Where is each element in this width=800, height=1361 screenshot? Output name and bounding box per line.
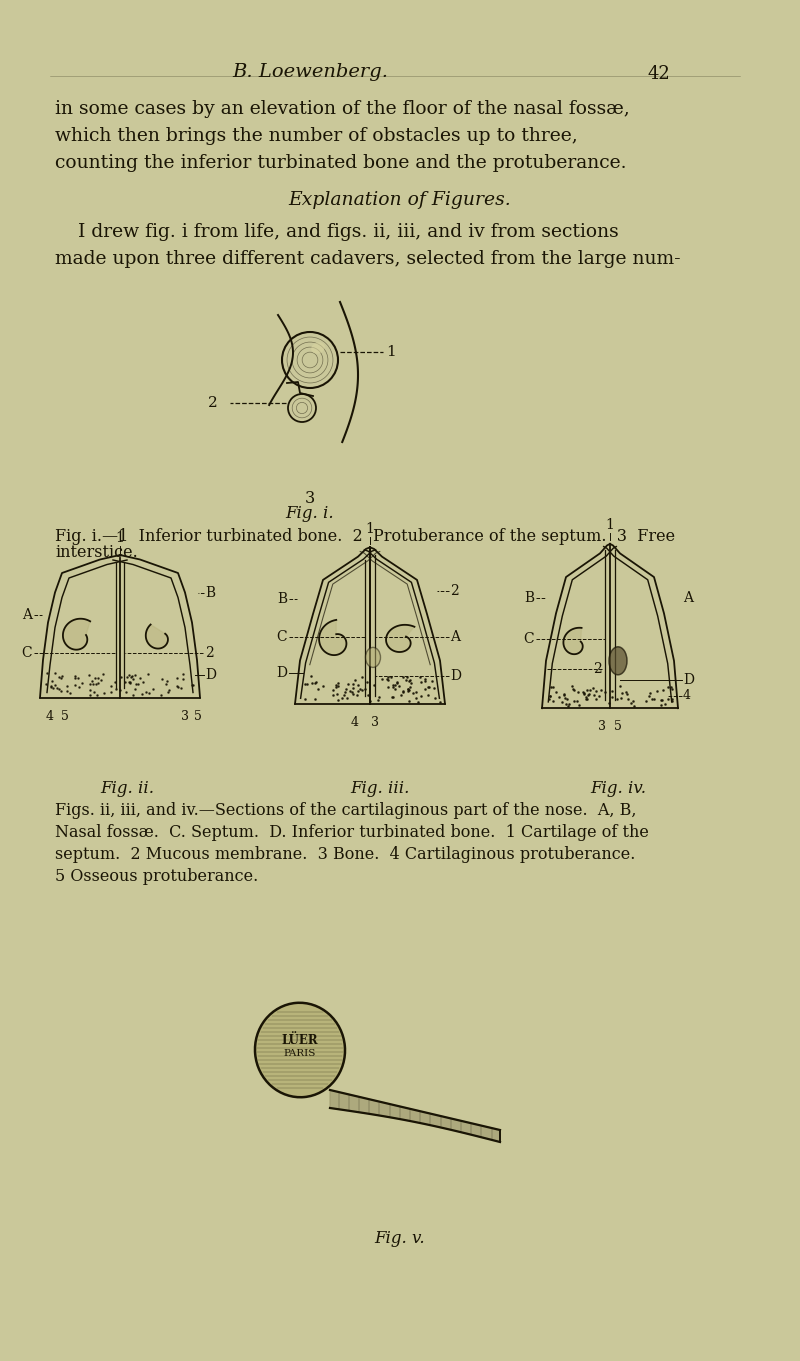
Text: 1: 1 <box>606 519 614 532</box>
Text: D: D <box>276 666 287 680</box>
Text: 5: 5 <box>614 720 622 734</box>
Text: in some cases by an elevation of the floor of the nasal fossæ,: in some cases by an elevation of the flo… <box>55 99 630 118</box>
Text: made upon three different cadavers, selected from the large num-: made upon three different cadavers, sele… <box>55 250 681 268</box>
Ellipse shape <box>255 1003 345 1097</box>
Text: 5: 5 <box>61 709 69 723</box>
Text: B. Loewenberg.: B. Loewenberg. <box>232 63 388 82</box>
Polygon shape <box>386 625 414 652</box>
Text: 4: 4 <box>351 716 359 729</box>
Text: D: D <box>450 670 461 683</box>
Ellipse shape <box>366 648 381 667</box>
Text: 4: 4 <box>683 689 691 702</box>
Text: which then brings the number of obstacles up to three,: which then brings the number of obstacle… <box>55 127 578 146</box>
Text: LÜER: LÜER <box>282 1033 318 1047</box>
Text: 3: 3 <box>371 716 379 729</box>
Text: septum.  2 Mucous membrane.  3 Bone.  4 Cartilaginous protuberance.: septum. 2 Mucous membrane. 3 Bone. 4 Car… <box>55 847 635 863</box>
Text: 4: 4 <box>46 709 54 723</box>
Text: Fig. i.—1  Inferior turbinated bone.  2  Protuberance of the septum.  3  Free: Fig. i.—1 Inferior turbinated bone. 2 Pr… <box>55 528 675 544</box>
Text: 2: 2 <box>205 645 214 660</box>
Text: 1: 1 <box>115 531 125 544</box>
Text: Fig. v.: Fig. v. <box>374 1230 426 1247</box>
Text: Nasal fossæ.  C. Septum.  D. Inferior turbinated bone.  1 Cartilage of the: Nasal fossæ. C. Septum. D. Inferior turb… <box>55 823 649 841</box>
Text: 1: 1 <box>366 521 374 536</box>
Text: Explanation of Figures.: Explanation of Figures. <box>289 191 511 210</box>
Text: D: D <box>205 668 216 682</box>
Text: 5: 5 <box>194 709 202 723</box>
Text: 2: 2 <box>450 584 458 597</box>
Text: A: A <box>683 591 693 604</box>
Text: 2: 2 <box>208 396 218 410</box>
Text: B: B <box>277 592 287 606</box>
Text: B: B <box>205 585 215 599</box>
Text: PARIS: PARIS <box>284 1048 316 1057</box>
Text: counting the inferior turbinated bone and the protuberance.: counting the inferior turbinated bone an… <box>55 154 626 171</box>
Text: 2: 2 <box>594 661 602 675</box>
Ellipse shape <box>311 343 325 354</box>
Text: B: B <box>524 591 534 604</box>
Polygon shape <box>319 619 346 655</box>
Text: C: C <box>22 645 32 660</box>
Text: 1: 1 <box>386 344 396 359</box>
Polygon shape <box>563 627 582 655</box>
Text: 3: 3 <box>305 490 315 508</box>
Text: Figs. ii, iii, and iv.—Sections of the cartilaginous part of the nose.  A, B,: Figs. ii, iii, and iv.—Sections of the c… <box>55 802 637 819</box>
Text: A: A <box>450 630 460 644</box>
Text: D: D <box>683 672 694 687</box>
Text: 5 Osseous protuberance.: 5 Osseous protuberance. <box>55 868 258 885</box>
Polygon shape <box>330 1090 500 1142</box>
Text: 3: 3 <box>598 720 606 734</box>
Polygon shape <box>146 625 168 649</box>
Text: I drew fig. i from life, and figs. ii, iii, and iv from sections: I drew fig. i from life, and figs. ii, i… <box>78 223 618 241</box>
Text: C: C <box>276 630 287 644</box>
Text: Fig. iii.: Fig. iii. <box>350 780 410 798</box>
Text: Fig. i.: Fig. i. <box>286 505 334 523</box>
Polygon shape <box>63 619 90 649</box>
Text: Fig. iv.: Fig. iv. <box>590 780 646 798</box>
Text: 42: 42 <box>648 65 670 83</box>
Text: interstice.: interstice. <box>55 544 138 561</box>
Text: Fig. ii.: Fig. ii. <box>100 780 154 798</box>
Ellipse shape <box>609 646 627 675</box>
Text: A: A <box>22 608 32 622</box>
Text: 3: 3 <box>181 709 189 723</box>
Text: C: C <box>523 632 534 645</box>
